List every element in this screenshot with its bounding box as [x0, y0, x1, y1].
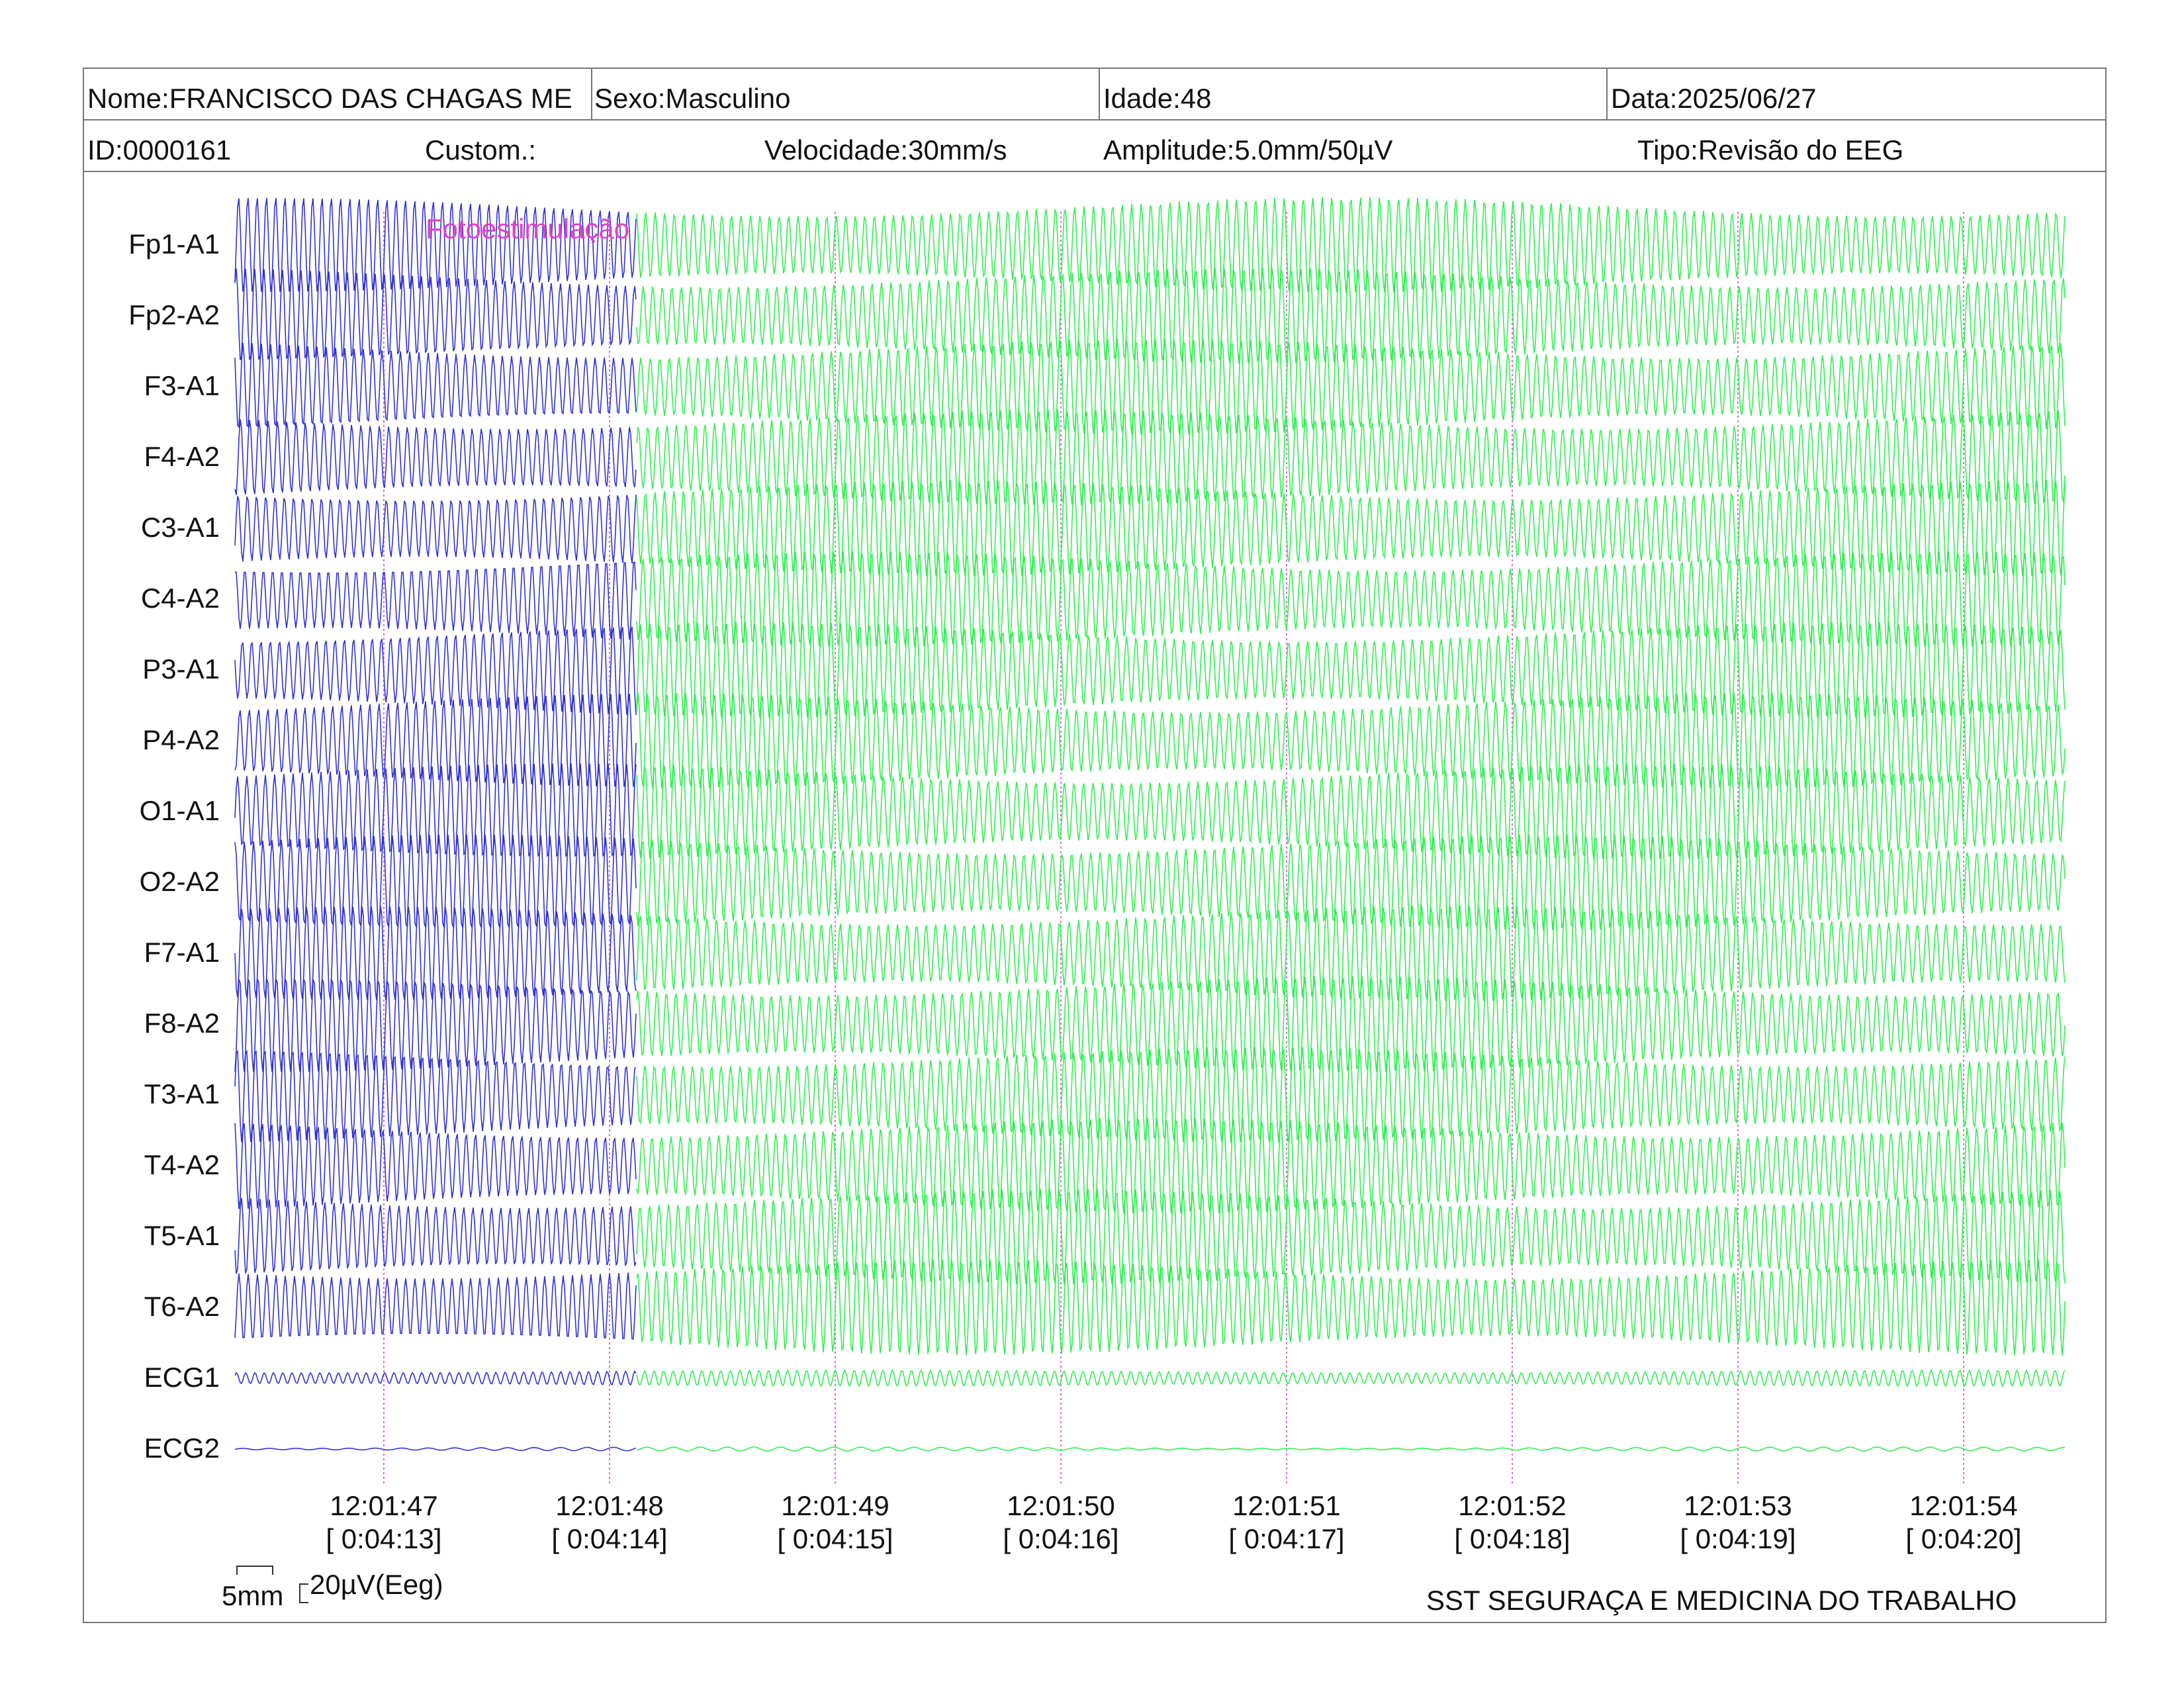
time-tick-label: 12:01:50[ 0:04:16]	[975, 1489, 1147, 1556]
report-frame	[83, 68, 2107, 1623]
channel-label: T6-A2	[144, 1291, 220, 1322]
time-clock: 12:01:53	[1684, 1490, 1792, 1521]
trace-c3-a1-pre	[234, 494, 637, 563]
trace-fp2-a2-pre	[234, 268, 637, 361]
channel-label: ECG2	[144, 1432, 220, 1464]
trace-f8-a2-pre	[234, 978, 637, 1072]
header-divider	[1606, 68, 1608, 120]
trace-f3-a1-post	[636, 338, 2066, 435]
paper-speed: Velocidade:30mm/s	[764, 136, 1007, 164]
scale-amp-label: 20µV(Eeg)	[310, 1569, 443, 1600]
time-elapsed: [ 0:04:18]	[1454, 1523, 1570, 1555]
trace-fp1-a1-pre	[234, 198, 637, 292]
trace-o2-a2-post	[636, 834, 2066, 931]
trace-f8-a2-post	[636, 976, 2066, 1072]
trace-ecg1-pre	[234, 1370, 637, 1386]
channel-label: T5-A1	[144, 1220, 220, 1251]
time-elapsed: [ 0:04:20]	[1905, 1523, 2022, 1555]
trace-t5-a1-post	[636, 1188, 2066, 1285]
time-clock: 12:01:49	[781, 1490, 889, 1521]
time-elapsed: [ 0:04:16]	[1003, 1523, 1119, 1555]
trace-f7-a1-pre	[234, 906, 637, 1000]
channel-label: C4-A2	[140, 583, 220, 614]
trace-ecg2-pre	[234, 1446, 637, 1452]
channel-label: P4-A2	[142, 724, 220, 755]
header-divider	[591, 68, 592, 120]
channel-label: T4-A2	[144, 1149, 220, 1180]
scale-time-label: 5mm	[222, 1580, 284, 1611]
time-tick-label: 12:01:54[ 0:04:20]	[1878, 1489, 2050, 1556]
trace-fp1-a1-post	[636, 197, 2066, 293]
channel-label: F8-A2	[144, 1008, 220, 1039]
time-elapsed: [ 0:04:14]	[551, 1523, 668, 1555]
time-tick-label: 12:01:48[ 0:04:14]	[523, 1489, 696, 1556]
time-tick-label: 12:01:53[ 0:04:19]	[1652, 1489, 1824, 1556]
trace-f4-a2-post	[636, 409, 2066, 506]
time-elapsed: [ 0:04:15]	[777, 1523, 893, 1555]
amplitude-setting: Amplitude:5.0mm/50µV	[1103, 136, 1393, 164]
institution-name: SST SEGURAÇA E MEDICINA DO TRABALHO	[1426, 1585, 2017, 1616]
trace-c4-a2-post	[636, 551, 2066, 647]
patient-name: Nome:FRANCISCO DAS CHAGAS ME	[87, 85, 572, 113]
channel-label: ECG1	[144, 1362, 220, 1393]
trace-o1-a1-post	[636, 763, 2066, 860]
exam-type: Tipo:Revisão do EEG	[1637, 136, 1904, 164]
channel-label: C3-A1	[140, 512, 220, 543]
header-divider	[1099, 68, 1100, 120]
time-clock: 12:01:51	[1232, 1490, 1341, 1521]
patient-sex: Sexo:Masculino	[594, 85, 791, 113]
trace-f4-a2-pre	[234, 419, 637, 495]
custom-field: Custom.:	[425, 136, 537, 164]
trace-f7-a1-post	[636, 905, 2066, 1002]
channel-label: F3-A1	[144, 370, 220, 401]
time-clock: 12:01:47	[330, 1490, 438, 1521]
scale-bar-time	[236, 1566, 273, 1575]
photostimulation-annotation: Fotoestimulação	[426, 215, 630, 243]
trace-ecg2-post	[636, 1446, 2065, 1452]
trace-t3-a1-post	[636, 1047, 2066, 1143]
time-tick-label: 12:01:51[ 0:04:17]	[1201, 1489, 1373, 1556]
trace-t4-a2-pre	[234, 1123, 637, 1209]
channel-label: Fp1-A1	[128, 228, 220, 259]
time-clock: 12:01:52	[1458, 1490, 1567, 1521]
trace-t3-a1-pre	[234, 1049, 637, 1143]
trace-p4-a2-pre	[234, 693, 637, 787]
trace-t6-a2-pre	[234, 1272, 637, 1340]
time-elapsed: [ 0:04:13]	[326, 1523, 442, 1555]
header-row-2	[83, 119, 2107, 172]
channel-label: T3-A1	[144, 1078, 220, 1109]
trace-t5-a1-pre	[234, 1197, 637, 1274]
time-tick-label: 12:01:49[ 0:04:15]	[749, 1489, 921, 1556]
patient-id: ID:0000161	[87, 136, 232, 164]
exam-date: Data:2025/06/27	[1611, 85, 1817, 113]
channel-label: F4-A2	[144, 441, 220, 472]
time-elapsed: [ 0:04:17]	[1228, 1523, 1345, 1555]
time-tick-label: 12:01:52[ 0:04:18]	[1426, 1489, 1598, 1556]
trace-p3-a1-pre	[234, 626, 637, 716]
channel-label: Fp2-A2	[128, 299, 220, 330]
channel-label: O1-A1	[139, 795, 220, 826]
trace-p3-a1-post	[636, 622, 2066, 718]
channel-label: F7-A1	[144, 937, 220, 968]
trace-ecg1-post	[636, 1369, 2066, 1387]
trace-fp2-a2-post	[636, 267, 2066, 364]
trace-t4-a2-post	[636, 1117, 2066, 1214]
time-clock: 12:01:54	[1909, 1490, 2018, 1521]
time-elapsed: [ 0:04:19]	[1680, 1523, 1796, 1555]
patient-age: Idade:48	[1103, 85, 1212, 113]
time-tick-label: 12:01:47[ 0:04:13]	[298, 1489, 470, 1556]
scale-bar-amplitude	[299, 1583, 308, 1603]
trace-c3-a1-post	[636, 480, 2066, 577]
time-clock: 12:01:48	[555, 1490, 664, 1521]
channel-label: P3-A1	[142, 653, 220, 684]
trace-c4-a2-pre	[234, 561, 637, 640]
trace-t6-a2-post	[636, 1259, 2066, 1356]
header-row-1	[83, 68, 2107, 120]
channel-label: O2-A2	[139, 866, 220, 897]
time-clock: 12:01:50	[1007, 1490, 1115, 1521]
trace-o1-a1-pre	[234, 763, 637, 858]
trace-f3-a1-pre	[234, 342, 637, 429]
trace-p4-a2-post	[636, 692, 2066, 789]
